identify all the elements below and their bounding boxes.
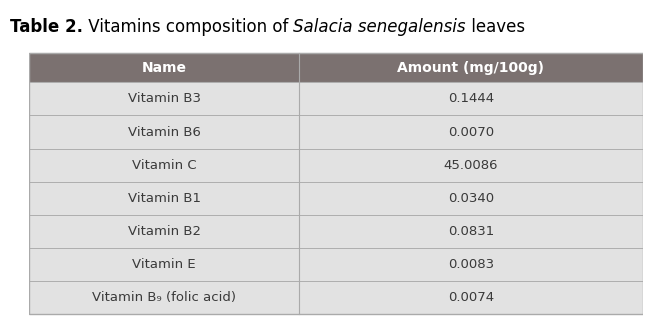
Text: Vitamin B2: Vitamin B2: [128, 225, 201, 238]
Text: Name: Name: [141, 61, 187, 75]
Text: Vitamin B6: Vitamin B6: [128, 126, 201, 139]
Text: Vitamin E: Vitamin E: [132, 258, 196, 271]
Bar: [29, 182, 643, 215]
Text: Amount (mg/100g): Amount (mg/100g): [397, 61, 545, 75]
Bar: [29, 53, 643, 82]
Bar: [29, 215, 643, 248]
Text: 0.0340: 0.0340: [448, 192, 494, 205]
Bar: [29, 248, 643, 281]
Bar: [29, 115, 643, 149]
Text: Salacia senegalensis: Salacia senegalensis: [293, 18, 466, 36]
Bar: [29, 149, 643, 182]
Text: 0.1444: 0.1444: [448, 93, 494, 105]
Text: 45.0086: 45.0086: [443, 159, 498, 171]
Text: 0.0074: 0.0074: [448, 291, 494, 304]
Text: Vitamins composition of: Vitamins composition of: [82, 18, 293, 36]
Text: Vitamin B1: Vitamin B1: [128, 192, 201, 205]
Text: Vitamin B3: Vitamin B3: [128, 93, 201, 105]
Text: Table 2.: Table 2.: [10, 18, 82, 36]
Text: leaves: leaves: [466, 18, 525, 36]
Text: 0.0083: 0.0083: [448, 258, 494, 271]
Bar: [29, 281, 643, 314]
Text: 0.0831: 0.0831: [448, 225, 494, 238]
Bar: [29, 82, 643, 115]
Text: Vitamin B₉ (folic acid): Vitamin B₉ (folic acid): [92, 291, 236, 304]
Text: 0.0070: 0.0070: [448, 126, 494, 139]
Text: Vitamin C: Vitamin C: [132, 159, 197, 171]
